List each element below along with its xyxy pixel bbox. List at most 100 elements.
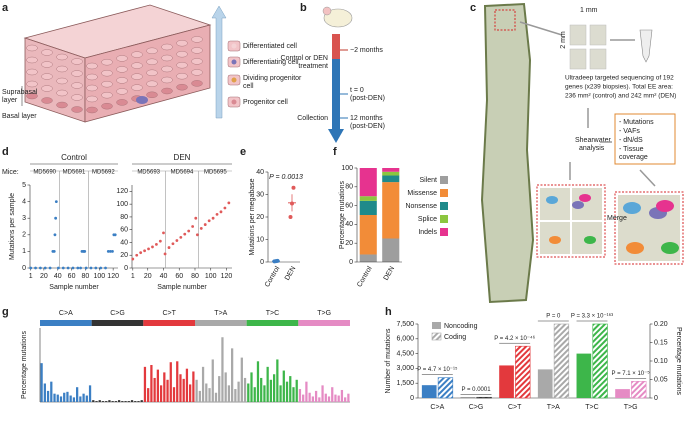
y-tick-label: 3,000 [396,365,414,372]
point [179,235,183,239]
y-tick-label: 4 [22,198,26,205]
legend-nucleus [231,77,237,83]
point [66,266,70,270]
group-strip [298,320,350,326]
clone [623,202,641,214]
y-tick-label: 120 [116,188,128,195]
bar [56,394,59,402]
bar [176,361,179,402]
label: (post-DEN) [350,95,385,102]
timeline-red [332,34,340,59]
bar-segment [382,168,400,172]
label: - dN/dS [619,137,643,144]
label: - Tissue [619,146,644,153]
x-tick-label: T>A [547,404,560,411]
x-tick-label: 120 [107,273,119,280]
cell [146,47,158,54]
cell [86,106,98,114]
chart-title: Control [61,153,87,162]
bar [308,392,311,402]
x-tick-label: DEN [383,265,396,281]
bar [95,401,98,402]
layer-label: Basal layer [2,113,37,120]
bar [79,396,82,402]
bar [63,392,66,402]
label: 12 months [350,115,383,122]
cell [101,102,113,110]
cell [131,73,143,80]
label: 236 mm² (control) and 242 mm² (DEN) [565,93,676,100]
legend-nucleus [231,59,237,65]
cell [146,91,158,99]
cell [131,62,143,69]
x-tick-label: 1 [29,273,33,280]
x-tick-label: Control [356,265,374,288]
cell [71,106,83,113]
cell [26,68,38,76]
legend-text: cell [243,83,254,90]
shedding-arrow [211,5,227,119]
point [71,266,75,270]
bar-segment [359,168,377,197]
bar [172,387,176,402]
y-tick-label: 4,500 [396,350,414,357]
cell [131,84,143,91]
y-tick-label: 3 [22,215,26,222]
y-tick-label: 40 [345,221,353,228]
x-tick-label: 40 [54,273,62,280]
cell [26,92,38,100]
x-tick-label: 100 [205,273,217,280]
x-tick-label: 100 [93,273,105,280]
bar [46,390,50,402]
y-tick-label: 20 [345,240,353,247]
point [57,266,60,270]
bar [272,374,276,402]
bar-segment [359,196,377,201]
legend-swatch [431,332,442,341]
bar [347,393,350,402]
label: Collection [297,115,328,122]
point [155,242,158,246]
clone [579,194,591,202]
cell [176,51,188,58]
bar [69,395,72,402]
arrow [519,21,563,36]
y-tick-label: 0 [22,265,26,272]
cell [41,85,53,92]
cell [41,61,53,68]
clone [661,242,679,254]
legend-swatch [432,322,441,329]
cell [41,97,53,104]
bar [108,400,111,402]
point [108,250,112,253]
bar [182,378,185,402]
cell [56,53,68,61]
bar [240,357,243,402]
point [89,266,93,270]
cell [26,80,38,88]
y-tick-label: 60 [345,202,353,209]
bar-segment [382,182,400,239]
clone [584,236,596,244]
label: treatment [298,63,328,70]
cell [116,55,128,62]
y-tick-label: 0 [260,259,264,266]
bar [224,372,227,402]
bar-segment [359,254,377,262]
cell [191,36,203,43]
cell [86,95,98,103]
annotation: P = 3.3 × 10⁻¹⁶³ [571,313,613,320]
point [139,251,143,255]
esophagus [480,2,535,304]
bar [295,379,298,402]
panel-label: c [470,2,476,14]
bar [43,383,46,402]
roi [494,9,516,31]
y-tick-label: 0.05 [654,376,668,383]
annotation: P = 7.1 × 10⁻⁵ [612,370,651,377]
annotation: P = 0 [546,314,561,320]
y-tick-label: 0 [124,265,128,272]
group-label: C>T [162,310,176,317]
point [175,239,179,242]
